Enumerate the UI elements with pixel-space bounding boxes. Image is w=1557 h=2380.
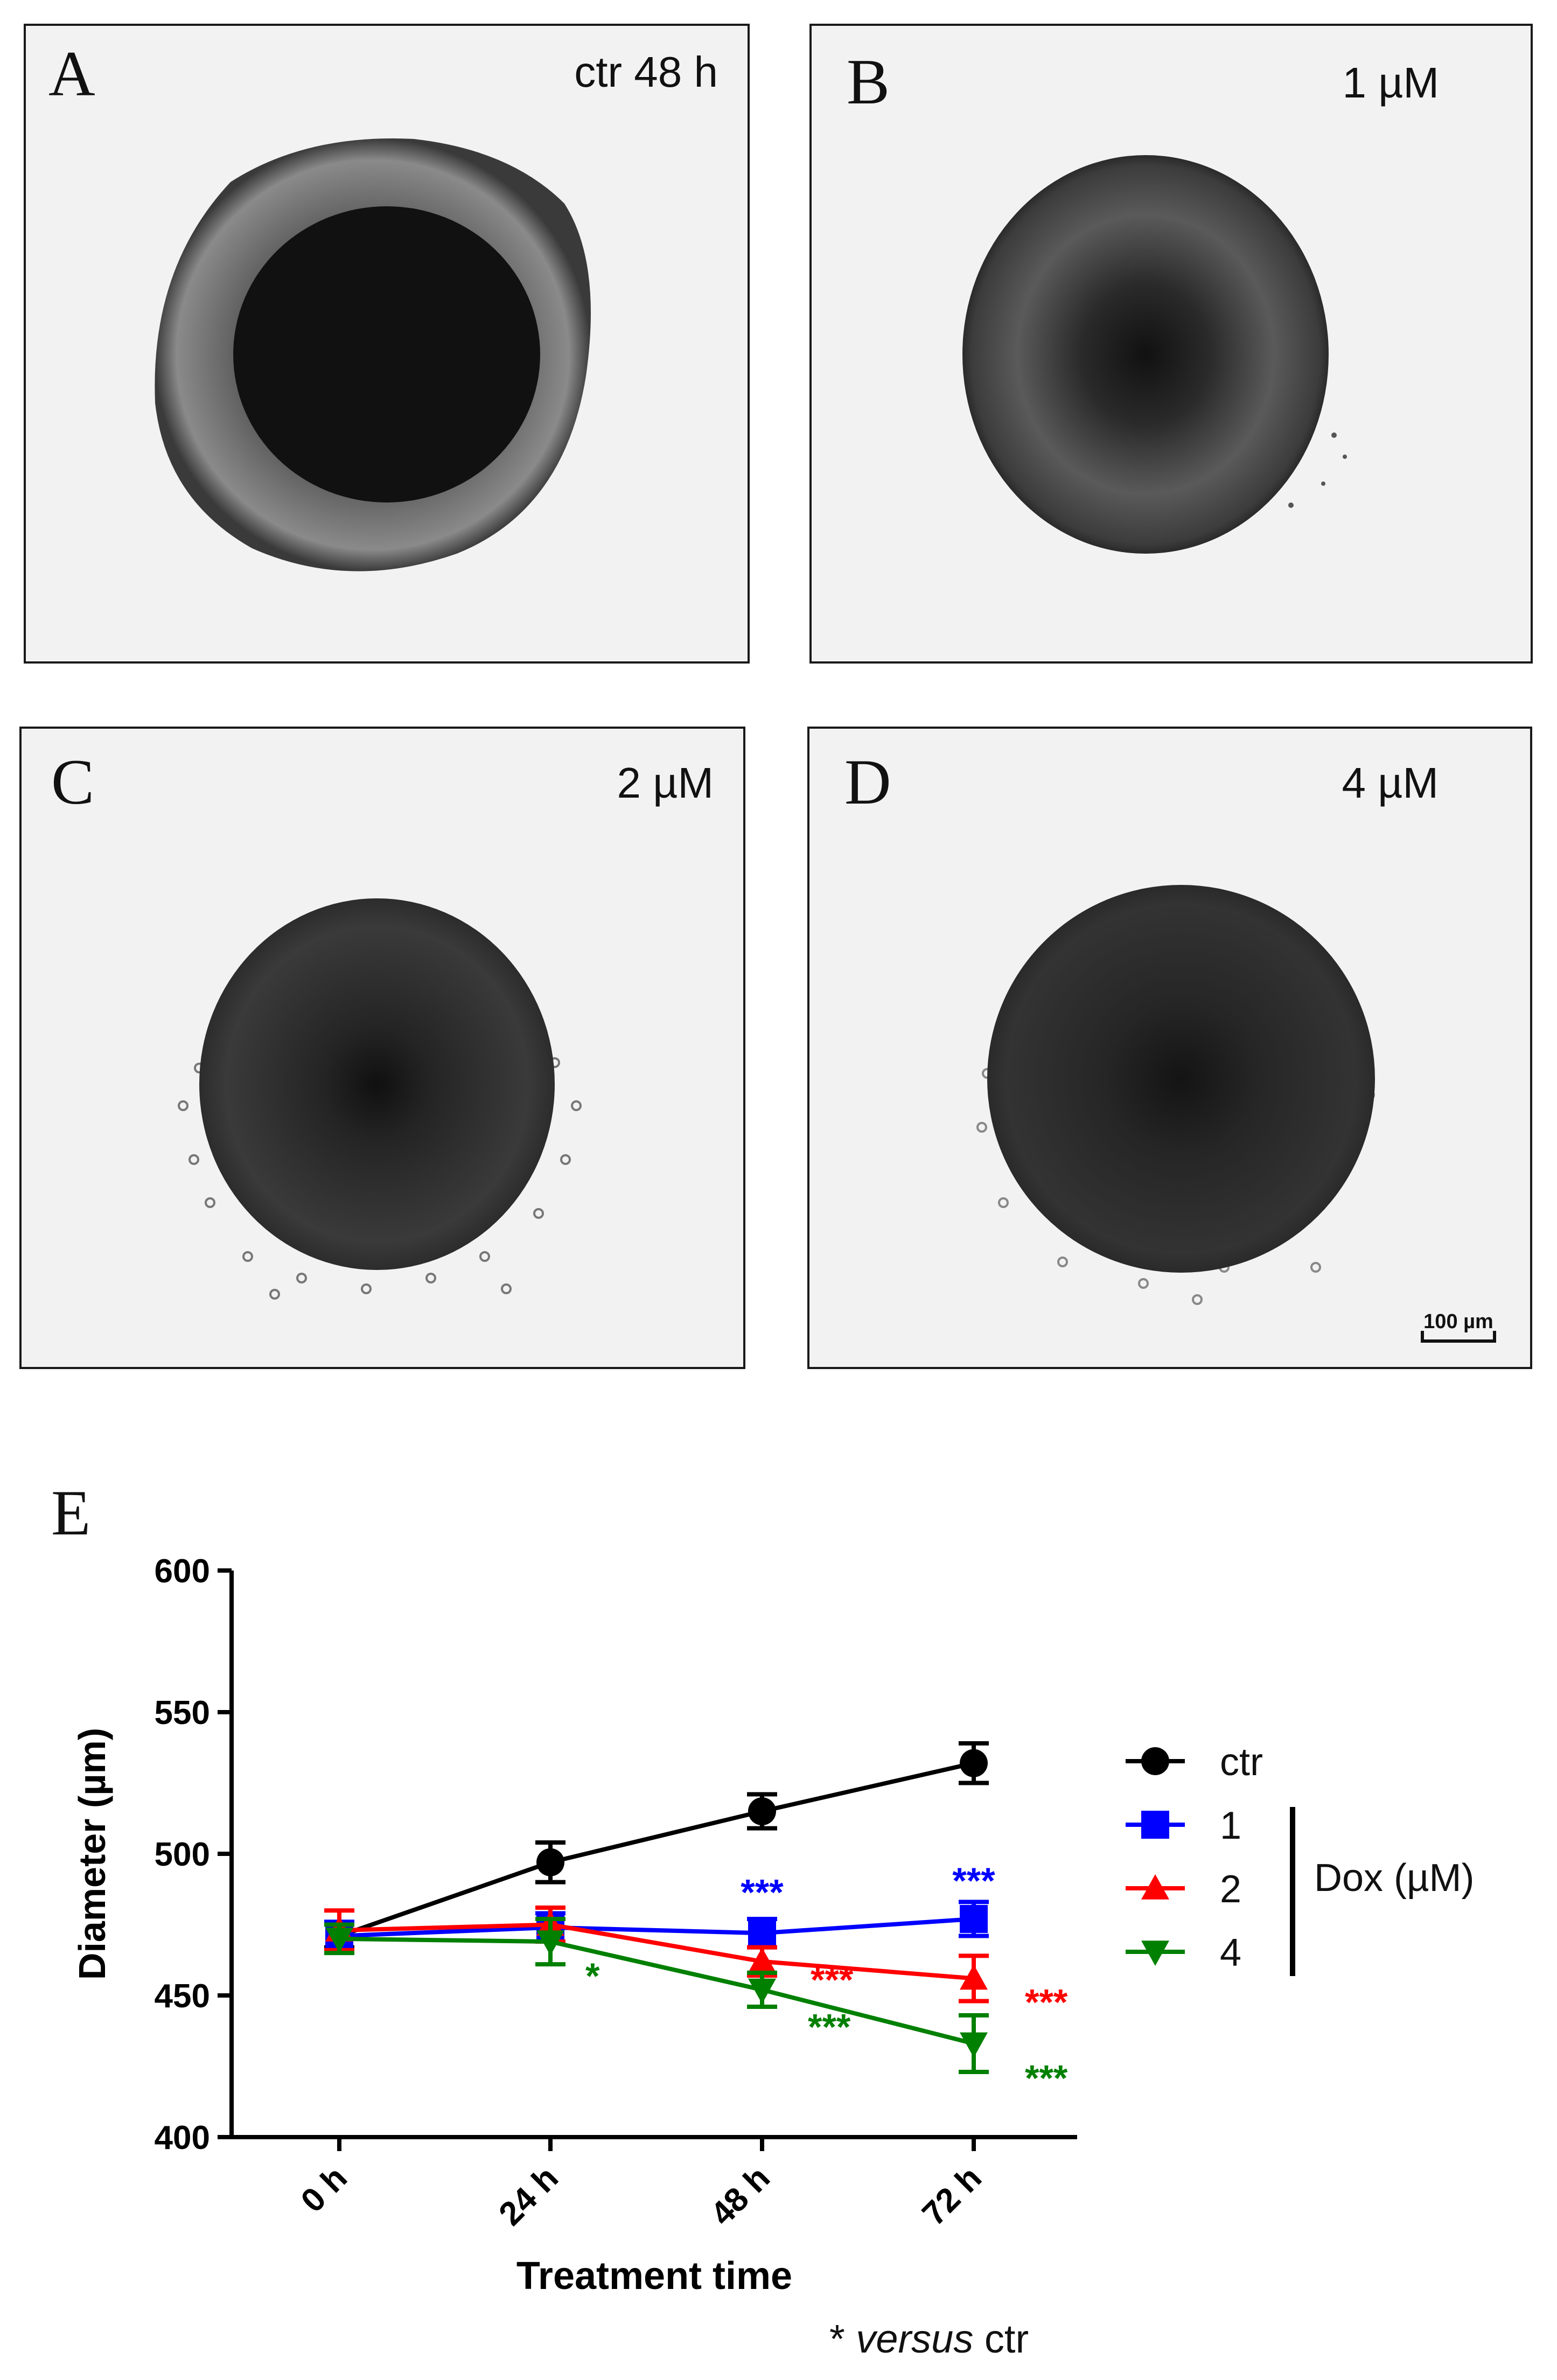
y-tick-label: 400 [155,2119,210,2156]
point-marker [960,1904,988,1933]
point-marker [748,1919,776,1948]
panel-label: D [844,746,891,818]
significance-label: *** [1025,1981,1068,2022]
legend-label: 2 [1220,1868,1241,1911]
point-marker [1141,1747,1169,1775]
point-marker [748,1978,776,2004]
panel-condition: 2 µM [617,759,714,807]
x-tick-label: 0 h [294,2159,354,2220]
panel-label: A [48,38,95,109]
significance-label: *** [952,1860,995,1901]
significance-label: * [585,1956,600,1997]
significance-label: *** [811,1959,854,2000]
footnote-ctr: ctr [984,2316,1029,2361]
chart-axes: 400 450 500 550 600 0 h 24 h 48 h 72 h Diameter (… [71,1553,1077,2298]
diameter-line-chart: 400 450 500 550 600 0 h 24 h 48 h 72 h Diameter (… [71,1553,1474,2298]
panel-label-e: E [51,1477,91,1548]
footnote-star: * [829,2316,845,2361]
point-marker [325,1928,353,1953]
panel-label: C [51,746,95,818]
series-4: ******* [324,1916,1068,2098]
significance-label: *** [1025,2057,1068,2098]
spheroid-image-a [155,138,591,571]
legend-item-ctr: ctr [1126,1741,1263,1784]
point-marker [960,1964,988,1990]
legend-group-label: Dox (µM) [1314,1856,1474,1900]
panel-d: D 4 µM 100 µm [809,729,1530,1367]
x-tick-label: 48 h [703,2159,777,2233]
spheroid-image-b [962,155,1347,554]
series-ctr [324,1741,989,1950]
series-line [339,1936,974,2046]
y-tick-label: 550 [155,1694,210,1732]
point-marker [1141,1941,1169,1966]
x-tick-label: 72 h [915,2159,989,2233]
spheroid-image-d [976,885,1375,1305]
y-tick-label: 450 [155,1978,210,2015]
series-line [338,1761,974,1938]
panel-a: A ctr 48 h [26,26,748,661]
point-marker [1141,1874,1169,1900]
point-marker [960,2032,988,2058]
series-line [339,1922,974,1981]
legend-label: 4 [1220,1931,1241,1974]
x-axis-label: Treatment time [516,2255,792,2298]
y-tick-label: 600 [155,1553,210,1590]
panel-condition: 1 µM [1342,59,1439,107]
panel-condition: 4 µM [1342,759,1439,807]
x-tick-label: 24 h [492,2159,565,2233]
series-line [339,1916,974,1938]
significance-label: *** [741,1872,784,1913]
panel-condition: ctr 48 h [574,48,718,96]
chart-series: *** **************** [324,1741,1068,2098]
legend-item-2: 2 [1126,1868,1241,1911]
footnote: * versus ctr [829,2316,1029,2362]
series-2: *** *** [324,1905,1068,2022]
legend-item-1: 1 [1126,1804,1241,1847]
panel-c: C 2 µM [22,729,743,1367]
footnote-versus: versus [856,2316,974,2361]
panel-b: B 1 µM [812,26,1531,661]
point-marker [960,1749,988,1777]
point-marker [1141,1811,1169,1839]
chart-legend: ctr 1 2 4 Dox (µM) [1126,1741,1474,1976]
scale-bar: 100 µm [1421,1310,1496,1343]
y-tick-label: 500 [155,1836,210,1873]
panel-label: B [847,46,890,117]
spheroid-image-c [178,898,582,1300]
y-axis-label: Diameter (µm) [71,1728,113,1980]
scale-bar-line [1421,1331,1496,1343]
significance-label: *** [808,2006,851,2047]
point-marker [536,1930,564,1956]
scale-bar-label: 100 µm [1423,1310,1493,1333]
legend-label: ctr [1220,1741,1263,1784]
point-marker [748,1947,776,1973]
legend-item-4: 4 [1126,1931,1241,1974]
point-marker [536,1848,564,1876]
legend-label: 1 [1220,1804,1241,1847]
point-marker [748,1797,776,1826]
